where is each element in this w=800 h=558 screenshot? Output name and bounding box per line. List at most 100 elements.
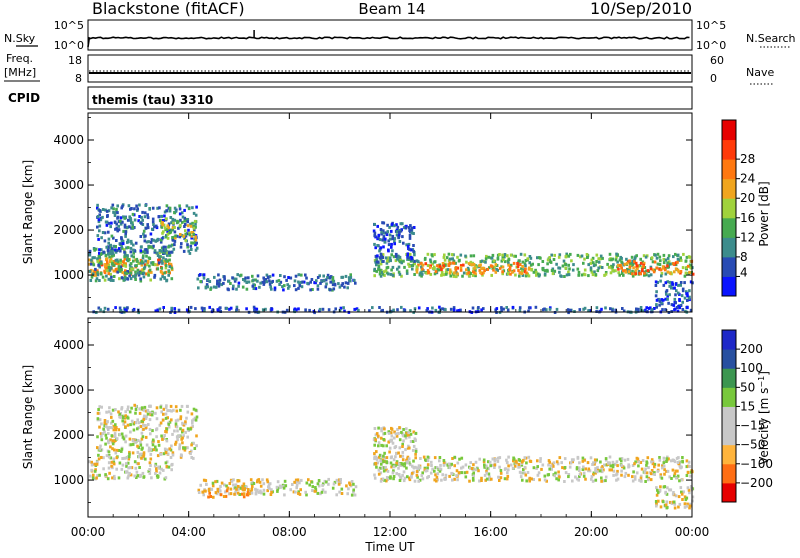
data-cell (236, 491, 240, 495)
data-cell (483, 473, 487, 477)
data-cell (158, 255, 161, 259)
data-cell (681, 460, 684, 464)
velocity-colorbar-segment (722, 387, 736, 407)
data-cell (265, 280, 268, 284)
power-colorbar-tick-label: 28 (740, 152, 755, 166)
data-cell (186, 435, 189, 439)
data-cell (114, 451, 118, 455)
data-cell (215, 479, 219, 483)
data-cell (258, 285, 261, 289)
data-cell (269, 285, 272, 289)
data-cell (212, 495, 215, 499)
data-cell (416, 260, 420, 264)
data-cell (233, 492, 236, 496)
data-cell (186, 427, 190, 431)
data-cell (595, 260, 598, 263)
data-cell (342, 306, 345, 310)
data-cell (468, 466, 472, 470)
data-cell (379, 459, 382, 463)
data-cell (292, 490, 296, 494)
data-cell (170, 409, 173, 413)
data-cell (109, 243, 112, 247)
data-cell (224, 494, 228, 498)
data-cell (149, 452, 153, 456)
data-cell (131, 451, 135, 455)
data-cell (141, 218, 144, 222)
data-cell (598, 469, 602, 473)
data-cell (604, 457, 608, 461)
data-cell (111, 408, 115, 412)
data-cell (409, 248, 413, 252)
data-cell (390, 427, 394, 431)
data-cell (335, 493, 338, 497)
data-cell (576, 253, 580, 257)
data-cell (121, 463, 125, 467)
data-cell (660, 272, 664, 275)
data-cell (391, 237, 395, 241)
data-cell (89, 474, 92, 478)
data-cell (258, 480, 262, 484)
data-cell (145, 240, 149, 244)
data-cell (679, 304, 683, 307)
data-cell (119, 260, 123, 264)
data-cell (519, 252, 523, 256)
data-cell (672, 491, 675, 494)
data-cell (106, 307, 110, 311)
data-cell (586, 256, 589, 259)
data-cell (429, 260, 433, 264)
data-cell (600, 476, 603, 480)
freq-left-tick-top: 18 (68, 54, 82, 67)
data-cell (98, 425, 101, 429)
data-cell (523, 270, 527, 274)
data-cell (178, 445, 181, 449)
data-cell (523, 465, 527, 469)
data-cell (523, 456, 527, 460)
data-cell (140, 437, 144, 441)
data-cell (595, 306, 599, 310)
data-cell (164, 248, 167, 252)
data-cell (343, 285, 346, 289)
data-cell (683, 495, 687, 499)
data-cell (139, 271, 143, 275)
data-cell (112, 253, 115, 257)
data-cell (368, 309, 371, 313)
data-cell (156, 308, 160, 312)
data-cell (489, 464, 492, 468)
data-cell (417, 479, 420, 483)
data-cell (164, 451, 168, 455)
data-cell (112, 210, 115, 214)
data-cell (116, 204, 119, 208)
data-cell (113, 448, 116, 452)
data-cell (393, 240, 396, 244)
data-cell (192, 225, 196, 228)
data-cell (485, 471, 489, 475)
data-cell (229, 487, 233, 491)
data-cell (668, 475, 671, 479)
data-cell (634, 272, 637, 276)
data-cell (603, 273, 606, 277)
data-cell (685, 474, 689, 477)
data-cell (419, 457, 422, 460)
data-cell (252, 287, 256, 290)
data-cell (421, 267, 424, 271)
data-cell (611, 463, 615, 467)
data-cell (130, 267, 133, 271)
data-cell (373, 473, 376, 477)
data-cell (164, 461, 168, 465)
data-cell (307, 478, 310, 482)
data-cell (378, 238, 382, 242)
data-cell (142, 232, 145, 236)
data-cell (592, 264, 596, 268)
data-cell (117, 228, 121, 232)
data-cell (556, 462, 560, 466)
data-cell (164, 406, 168, 409)
data-cell (400, 464, 403, 467)
data-cell (118, 461, 122, 465)
data-cell (618, 273, 621, 277)
data-cell (128, 471, 131, 475)
data-cell (587, 469, 590, 473)
data-cell (90, 463, 94, 467)
data-cell (129, 218, 133, 222)
data-cell (340, 492, 344, 495)
data-cell (127, 258, 130, 262)
